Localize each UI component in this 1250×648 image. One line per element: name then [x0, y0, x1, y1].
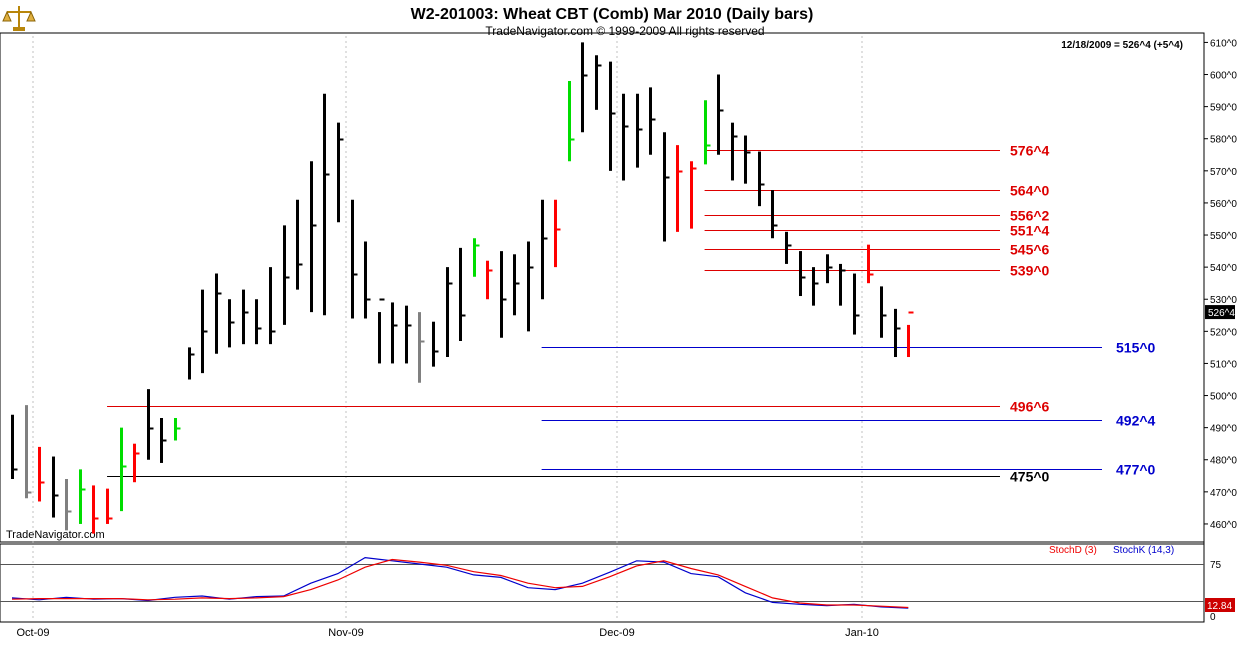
price-tick-label: 590^0 [1210, 103, 1237, 114]
legend-stochk: StochK (14,3) [1113, 545, 1174, 556]
price-tick-label: 460^0 [1210, 520, 1237, 531]
price-tick-label: 490^0 [1210, 424, 1237, 435]
level-label: 545^6 [1010, 242, 1050, 258]
level-label: 556^2 [1010, 208, 1050, 224]
watermark: TradeNavigator.com [6, 529, 105, 541]
x-tick-label: Nov-09 [328, 627, 363, 639]
price-tick-label: 470^0 [1210, 488, 1237, 499]
last-price-box [1205, 305, 1235, 320]
stoch-tick-label: 0 [1210, 612, 1216, 623]
stoch-last-label: 12.84 [1207, 601, 1232, 612]
price-tick-label: 550^0 [1210, 231, 1237, 242]
legend-stochd: StochD (3) [1049, 545, 1097, 556]
x-tick-label: Dec-09 [599, 627, 634, 639]
price-tick-label: 580^0 [1210, 135, 1237, 146]
copyright-text: TradeNavigator.com © 1999-2009 All right… [485, 24, 764, 38]
scale-of-justice-icon [2, 6, 36, 31]
stoch-tick-label: 75 [1210, 560, 1222, 571]
price-tick-label: 540^0 [1210, 263, 1237, 274]
price-tick-label: 510^0 [1210, 359, 1237, 370]
price-tick-label: 610^0 [1210, 38, 1237, 49]
price-tick-label: 480^0 [1210, 456, 1237, 467]
stochD-series-line [11, 558, 909, 609]
level-label: 477^0 [1116, 462, 1156, 478]
level-label: 496^6 [1010, 399, 1050, 415]
price-tick-label: 520^0 [1210, 327, 1237, 338]
last-price-info: 12/18/2009 = 526^4 (+5^4) [1061, 40, 1183, 51]
level-label: 539^0 [1010, 263, 1050, 279]
level-label: 551^4 [1010, 223, 1050, 239]
stoch-last-box [1205, 598, 1235, 612]
stochastic-panel [0, 543, 1205, 623]
x-tick-label: Oct-09 [16, 627, 49, 639]
chart-title: W2-201003: Wheat CBT (Comb) Mar 2010 (Da… [411, 6, 814, 23]
level-label: 564^0 [1010, 183, 1050, 199]
price-tick-label: 560^0 [1210, 199, 1237, 210]
price-tick-label: 500^0 [1210, 392, 1237, 403]
level-label: 515^0 [1116, 340, 1156, 356]
price-tick-label: 570^0 [1210, 167, 1237, 178]
level-label: 576^4 [1010, 143, 1050, 159]
last-price-label: 526^4 [1208, 308, 1235, 319]
level-label: 492^4 [1116, 413, 1156, 429]
price-tick-label: 600^0 [1210, 71, 1237, 82]
price-panel [0, 32, 1205, 543]
x-tick-label: Jan-10 [845, 627, 879, 639]
level-label: 475^0 [1010, 469, 1050, 485]
price-tick-label: 530^0 [1210, 295, 1237, 306]
